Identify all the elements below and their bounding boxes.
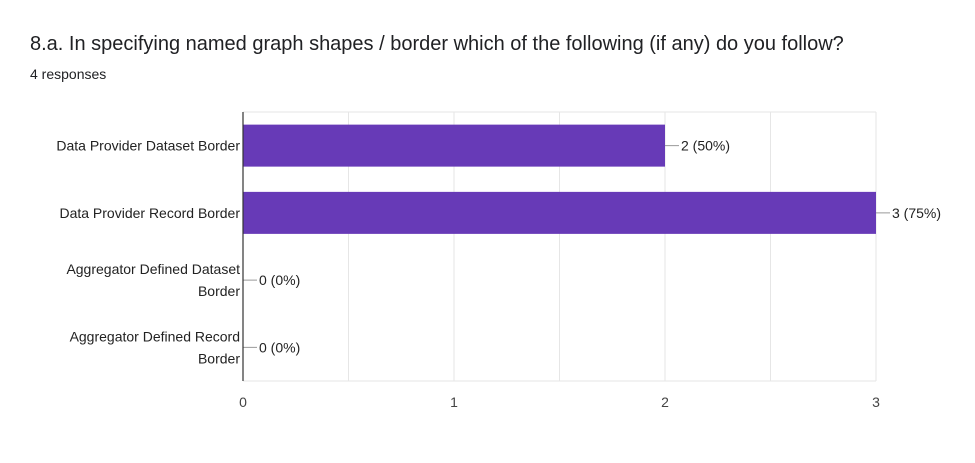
x-tick-label: 0 — [239, 394, 247, 410]
category-label: Border — [198, 283, 240, 299]
response-count: 4 responses — [30, 66, 107, 82]
value-label: 2 (50%) — [681, 138, 730, 154]
category-label: Data Provider Dataset Border — [56, 138, 240, 154]
category-label: Data Provider Record Border — [59, 205, 240, 221]
value-label: 3 (75%) — [892, 205, 941, 221]
x-tick-label: 3 — [872, 394, 880, 410]
x-tick-label: 2 — [661, 394, 669, 410]
x-tick-label: 1 — [450, 394, 458, 410]
bar — [243, 124, 665, 167]
value-label: 0 (0%) — [259, 339, 300, 355]
category-label: Aggregator Defined Record — [70, 328, 240, 344]
bar — [243, 191, 876, 234]
value-label: 0 (0%) — [259, 272, 300, 288]
category-label: Aggregator Defined Dataset — [66, 261, 240, 277]
chart-title: 8.a. In specifying named graph shapes / … — [30, 33, 844, 55]
category-label: Border — [198, 350, 240, 366]
